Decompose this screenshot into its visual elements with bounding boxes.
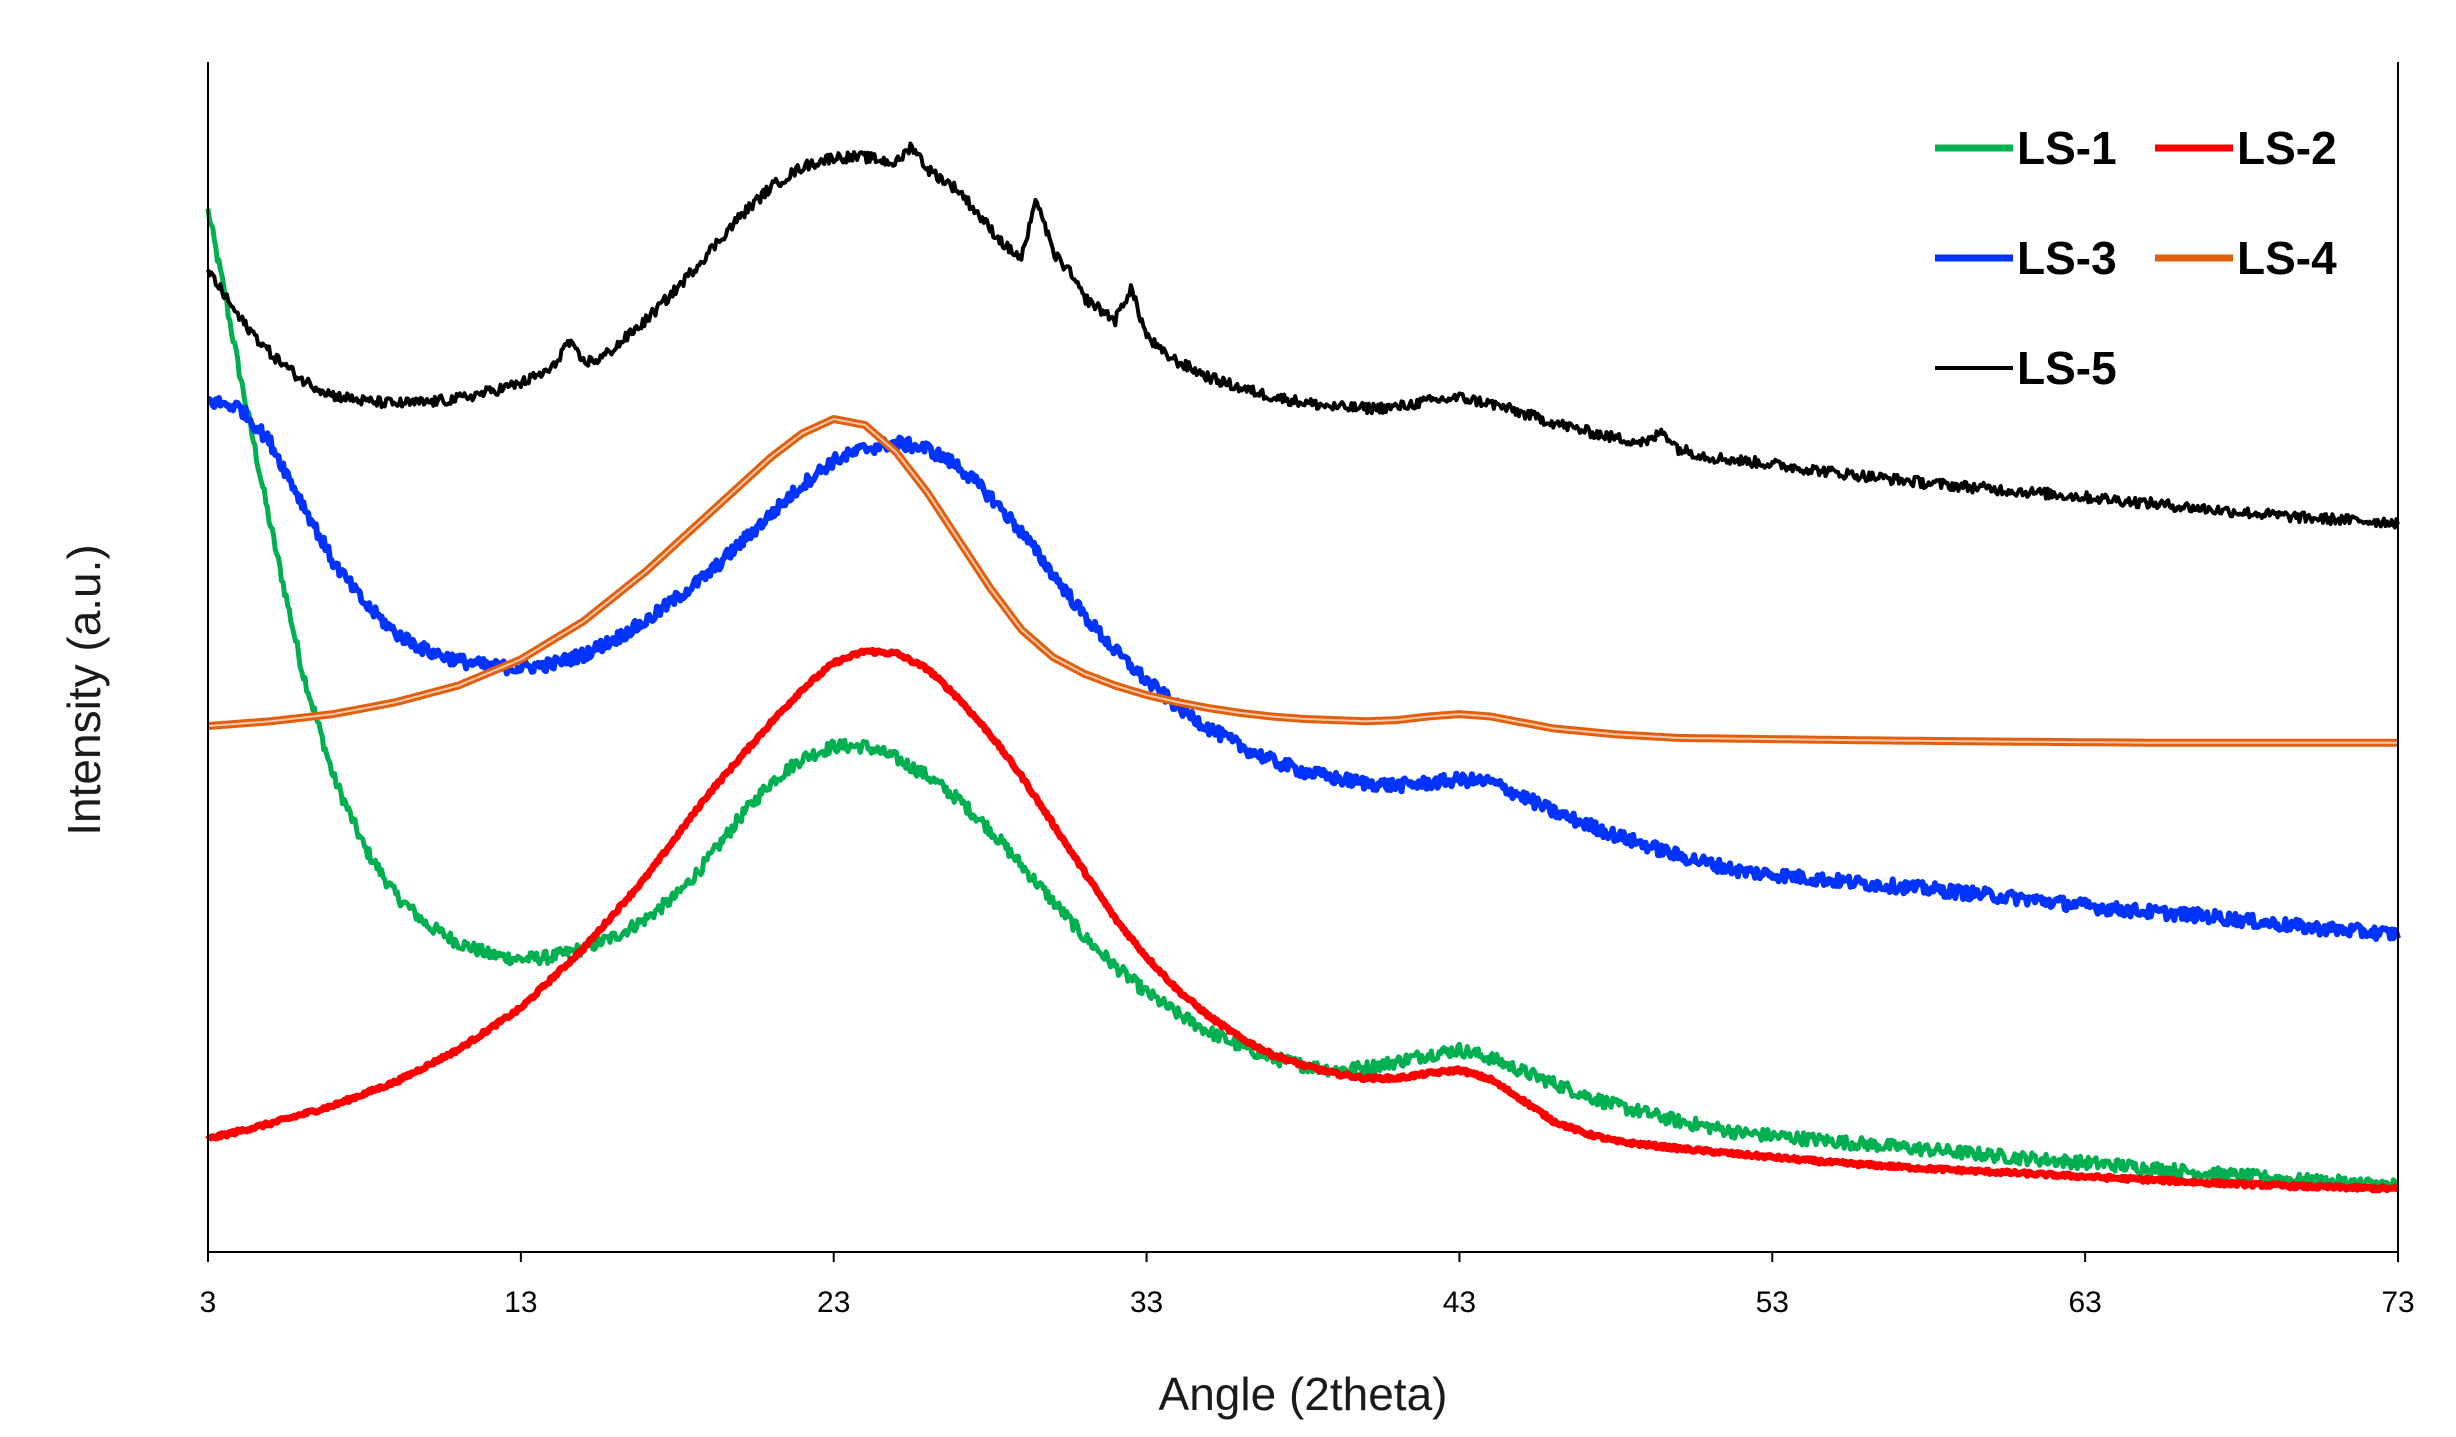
series-line-ls-4-highlight xyxy=(207,417,2398,744)
legend-label-ls-5: LS-5 xyxy=(2017,342,2117,394)
y-axis-title: Intensity (a.u.) xyxy=(58,544,110,835)
series-line-ls-5 xyxy=(206,141,2400,530)
legend-label-ls-3: LS-3 xyxy=(2017,232,2117,284)
legend-label-ls-1: LS-1 xyxy=(2017,122,2117,174)
x-axis-title: Angle (2theta) xyxy=(1159,1368,1448,1420)
x-tick-label: 63 xyxy=(2068,1286,2101,1319)
series-line-ls-3 xyxy=(206,395,2401,942)
legend-label-ls-4: LS-4 xyxy=(2237,232,2337,284)
x-tick-label: 23 xyxy=(817,1286,850,1319)
legend-label-ls-2: LS-2 xyxy=(2237,122,2337,174)
x-tick-label: 3 xyxy=(200,1286,217,1319)
x-tick-label: 53 xyxy=(1756,1286,1789,1319)
series-layer xyxy=(205,141,2401,1194)
x-tick-label: 33 xyxy=(1130,1286,1163,1319)
x-tick-label: 43 xyxy=(1443,1286,1476,1319)
x-tick-layer: 3 13 23 33 43 53 63 73 xyxy=(200,1252,2415,1319)
series-line-ls-2 xyxy=(205,647,2400,1194)
x-tick-label: 13 xyxy=(504,1286,537,1319)
legend: LS-1 LS-2 LS-3 LS-4 LS-5 xyxy=(1935,122,2337,394)
series-line-ls-1 xyxy=(205,208,2399,1194)
x-tick-label: 73 xyxy=(2381,1286,2414,1319)
